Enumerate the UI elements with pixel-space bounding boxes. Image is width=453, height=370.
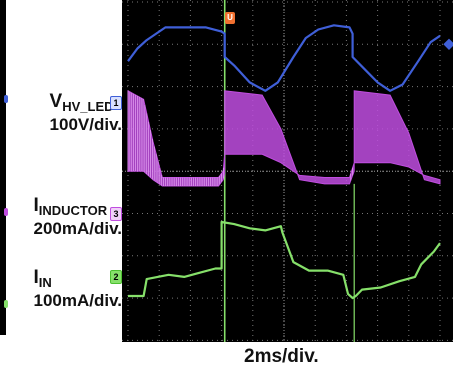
left-ch1-tick bbox=[4, 95, 8, 103]
ac-trigger-marker: U bbox=[225, 12, 235, 24]
iin-scale: 100mA/div. bbox=[33, 291, 122, 310]
inductor-scale: 200mA/div. bbox=[33, 219, 122, 238]
ch1-offset-marker bbox=[443, 38, 453, 50]
iin-name: I bbox=[33, 267, 39, 288]
inductor-name: I bbox=[33, 195, 39, 216]
adjacent-scope-edge bbox=[0, 0, 6, 335]
scope-plot bbox=[122, 0, 453, 342]
vhv-led-scale: 100V/div. bbox=[49, 115, 122, 134]
label-inductor: IINDUCTOR 200mA/div. bbox=[33, 196, 122, 237]
vhv-led-subscript: HV_LED- bbox=[62, 99, 118, 114]
label-vhv-led: VHV_LED- 100V/div. bbox=[50, 92, 122, 133]
left-ch2-tick bbox=[4, 300, 8, 308]
series-inductor-band bbox=[127, 89, 441, 187]
iin-subscript: IN bbox=[38, 275, 52, 290]
scope-screen bbox=[122, 0, 453, 342]
label-iin: IIN 100mA/div. bbox=[33, 268, 122, 309]
ch3-marker: 3 bbox=[110, 207, 122, 221]
left-ch3-tick bbox=[4, 208, 8, 216]
time-scale-label: 2ms/div. bbox=[244, 346, 319, 367]
ch2-marker: 2 bbox=[110, 270, 122, 284]
ch1-marker: 1 bbox=[110, 96, 122, 110]
series-iin-line bbox=[128, 220, 441, 300]
inductor-subscript: INDUCTOR bbox=[38, 203, 108, 218]
vhv-led-name: V bbox=[49, 91, 63, 112]
series-vhv-led-line bbox=[127, 24, 441, 92]
